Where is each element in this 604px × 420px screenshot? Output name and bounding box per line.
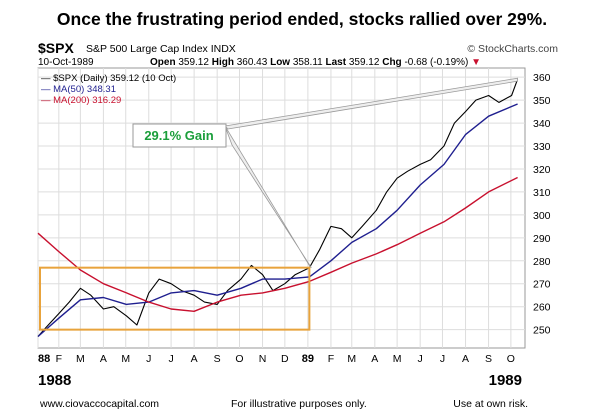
footer-disclaimer: For illustrative purposes only. bbox=[231, 398, 367, 410]
open-value: 359.12 bbox=[178, 57, 209, 68]
x-tick-label: O bbox=[235, 353, 243, 365]
x-tick-label: S bbox=[485, 353, 492, 365]
x-tick-label: 89 bbox=[302, 353, 314, 365]
x-tick-label: J bbox=[168, 353, 173, 365]
plot-area-border bbox=[37, 67, 526, 349]
x-tick-label: N bbox=[259, 353, 267, 365]
low-value: 358.11 bbox=[292, 57, 323, 68]
ohlc-readout: Open 359.12 High 360.43 Low 358.11 Last … bbox=[150, 57, 481, 68]
x-tick-label: J bbox=[418, 353, 423, 365]
chg-down-icon: ▼ bbox=[471, 57, 482, 68]
high-value: 360.43 bbox=[236, 57, 268, 68]
x-tick-label: M bbox=[393, 353, 402, 365]
chart-source: © StockCharts.com bbox=[467, 43, 558, 55]
gain-callout: 29.1% Gain bbox=[132, 77, 518, 268]
footer-website: www.ciovaccocapital.com bbox=[40, 398, 160, 410]
low-label: Low bbox=[270, 57, 291, 68]
callout-pointer-end bbox=[224, 77, 518, 130]
chart-symbol: $SPX bbox=[38, 40, 74, 56]
y-tick-label: 250 bbox=[533, 325, 551, 337]
y-tick-label: 340 bbox=[533, 118, 551, 130]
callout-pointer-start bbox=[224, 125, 312, 268]
x-axis: 88 F M A M J J A S O N D 89 F M A M J J A S O bbox=[38, 353, 515, 365]
chart-symbol-name: S&P 500 Large Cap Index INDX bbox=[86, 43, 236, 55]
x-tick-label: M bbox=[121, 353, 130, 365]
headline: Once the frustrating period ended, stock… bbox=[56, 9, 548, 29]
y-tick-label: 270 bbox=[533, 279, 551, 291]
x-tick-label: A bbox=[191, 353, 198, 365]
legend-entry: — MA(50) 348.31 bbox=[41, 84, 116, 95]
highlight-box bbox=[39, 266, 311, 331]
y-tick-label: 290 bbox=[533, 233, 551, 245]
y-tick-label: 300 bbox=[533, 210, 551, 222]
y-axis: 250 260 270 280 290 300 310 320 330 340 350 360 bbox=[533, 72, 551, 336]
callout-box bbox=[132, 123, 227, 148]
series-layer bbox=[37, 79, 519, 338]
x-tick-label: J bbox=[146, 353, 151, 365]
legend: — $SPX (Daily) 359.12 (10 Oct)— MA(50) 3… bbox=[41, 73, 176, 106]
y-tick-label: 360 bbox=[533, 72, 551, 84]
y-tick-label: 310 bbox=[533, 187, 551, 199]
x-tick-label: D bbox=[281, 353, 289, 365]
open-label: Open bbox=[150, 57, 176, 68]
x-tick-label: M bbox=[347, 353, 356, 365]
legend-entry: — MA(200) 316.29 bbox=[41, 95, 121, 106]
x-tick-label: A bbox=[100, 353, 107, 365]
last-value: 359.12 bbox=[348, 57, 380, 68]
chart-date: 10-Oct-1989 bbox=[38, 57, 94, 68]
year-label-right: 1989 bbox=[488, 372, 522, 389]
last-label: Last bbox=[325, 57, 347, 68]
chg-label: Chg bbox=[382, 57, 402, 68]
y-tick-label: 320 bbox=[533, 164, 551, 176]
x-tick-label: J bbox=[440, 353, 445, 365]
price-line bbox=[37, 79, 519, 337]
x-tick-label: 88 bbox=[38, 353, 50, 365]
x-tick-label: O bbox=[507, 353, 515, 365]
y-tick-label: 330 bbox=[533, 141, 551, 153]
x-tick-label: F bbox=[56, 353, 62, 365]
legend-entry: — $SPX (Daily) 359.12 (10 Oct) bbox=[41, 73, 176, 84]
ma50-line bbox=[37, 103, 518, 338]
x-tick-label: A bbox=[462, 353, 469, 365]
footer-risk: Use at own risk. bbox=[453, 398, 528, 410]
high-label: High bbox=[211, 57, 234, 68]
highlight-box-layer bbox=[39, 266, 311, 331]
grid bbox=[37, 68, 525, 348]
y-tick-label: 350 bbox=[533, 95, 551, 107]
x-tick-label: S bbox=[214, 353, 221, 365]
y-tick-label: 260 bbox=[533, 302, 551, 314]
callout-label: 29.1% Gain bbox=[144, 128, 213, 143]
y-tick-label: 280 bbox=[533, 256, 551, 268]
year-label-left: 1988 bbox=[38, 372, 72, 389]
x-tick-label: A bbox=[371, 353, 378, 365]
x-tick-label: F bbox=[328, 353, 334, 365]
ma200-line bbox=[37, 176, 518, 312]
chg-value: -0.68 (-0.19%) bbox=[404, 57, 469, 68]
x-tick-label: M bbox=[76, 353, 85, 365]
